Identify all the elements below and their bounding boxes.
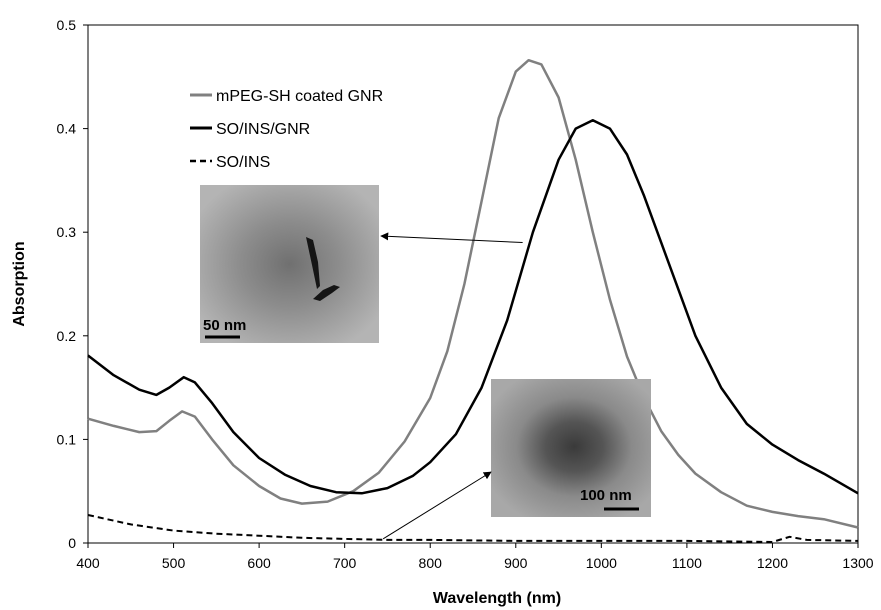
series-line-so-ins xyxy=(87,514,859,543)
y-tick-label: 0.1 xyxy=(57,431,77,447)
tem-so-ins-image xyxy=(491,379,651,517)
scale-bar-label: 50 nm xyxy=(203,317,246,334)
x-tick-label: 1200 xyxy=(757,555,788,571)
x-axis-title: Wavelength (nm) xyxy=(433,590,561,607)
inset-arrow-so-ins xyxy=(382,471,492,540)
gold-nanorod-shape xyxy=(313,285,340,301)
y-tick-label: 0.2 xyxy=(57,328,77,344)
y-tick-label: 0 xyxy=(68,535,76,551)
y-tick-label: 0.4 xyxy=(57,121,77,137)
x-tick-label: 1000 xyxy=(586,555,617,571)
y-axis-title: Absorption xyxy=(11,241,28,326)
x-tick-label: 400 xyxy=(76,555,100,571)
y-tick-label: 0.5 xyxy=(57,17,77,33)
x-tick-label: 800 xyxy=(419,555,443,571)
x-tick-label: 1100 xyxy=(672,555,702,571)
gold-nanorod-shape xyxy=(306,237,320,289)
scale-bar-label: 100 nm xyxy=(580,487,632,504)
legend: mPEG-SH coated GNR SO/INS/GNR SO/INS xyxy=(190,88,383,171)
x-tick-label: 500 xyxy=(162,555,186,571)
legend-label-so-ins: SO/INS xyxy=(216,154,270,171)
legend-label-mpeg: mPEG-SH coated GNR xyxy=(216,88,383,105)
y-axis-ticks: 0 0.1 0.2 0.3 0.4 0.5 xyxy=(57,17,88,551)
tem-gnr-inset: 50 nm xyxy=(200,185,379,343)
series-line-mpeg-sh-coated-gnr xyxy=(87,58,859,529)
tem-gnr-image xyxy=(200,185,379,343)
x-tick-label: 700 xyxy=(333,555,357,571)
x-axis-ticks: 400 500 600 700 800 900 1000 1100 1200 1300 xyxy=(76,543,874,571)
y-tick-label: 0.3 xyxy=(57,224,77,240)
legend-label-so-ins-gnr: SO/INS/GNR xyxy=(216,121,310,138)
series-layer xyxy=(87,58,859,543)
x-tick-label: 900 xyxy=(504,555,528,571)
series-line-so-ins-gnr xyxy=(87,119,859,495)
x-tick-label: 1300 xyxy=(842,555,873,571)
x-tick-label: 600 xyxy=(247,555,271,571)
inset-arrow-gnr xyxy=(380,232,523,244)
tem-so-ins-inset: 100 nm xyxy=(491,379,651,517)
arrows-layer xyxy=(380,232,523,540)
plot-frame xyxy=(87,24,859,544)
